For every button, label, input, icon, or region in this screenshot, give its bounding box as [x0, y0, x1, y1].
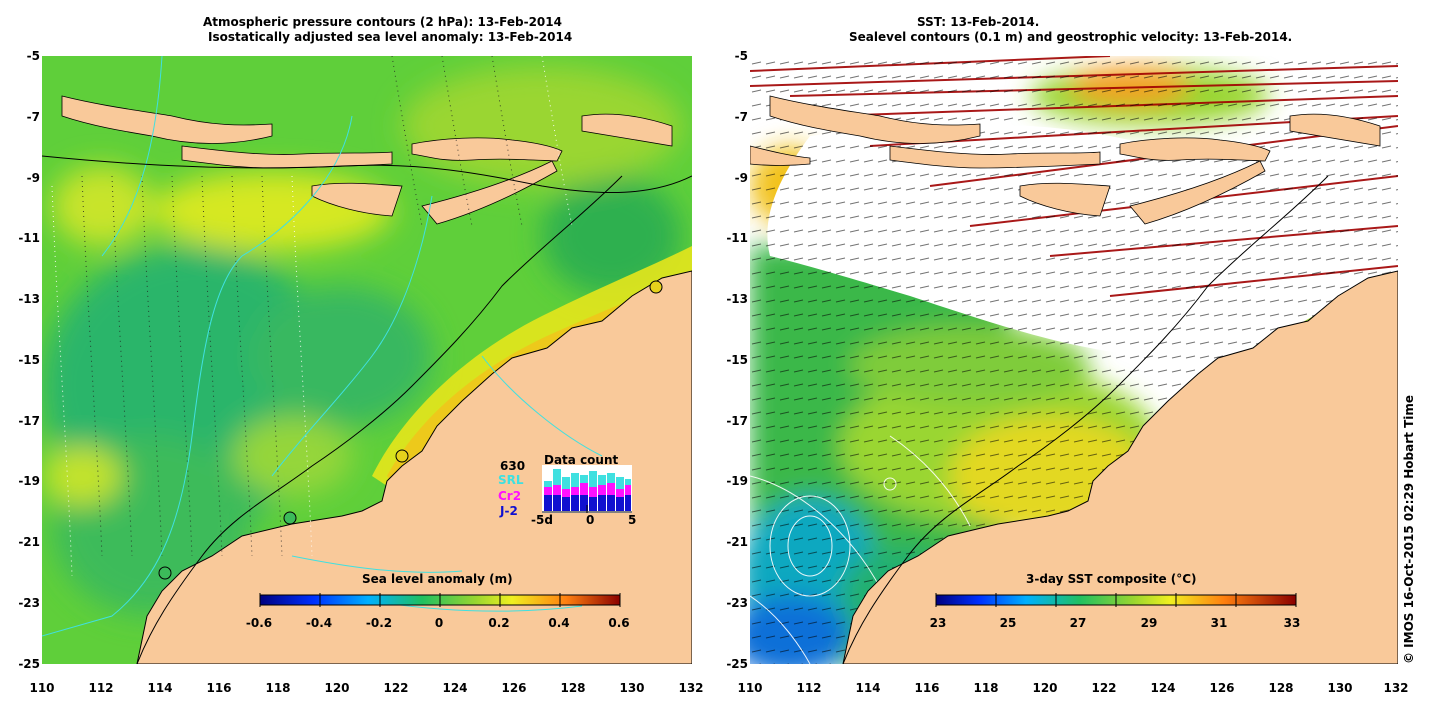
right-lon-tick: 116 — [914, 681, 940, 695]
right-cb-tick: 23 — [929, 616, 947, 630]
left-lon-tick: 128 — [560, 681, 586, 695]
satellite-j2-label: J-2 — [500, 504, 518, 518]
right-lon-tick: 132 — [1383, 681, 1409, 695]
right-cb-tick: 25 — [999, 616, 1017, 630]
sst-colorbar — [935, 593, 1297, 607]
satellite-cr2-label: Cr2 — [498, 489, 522, 503]
right-lon-tick: 124 — [1150, 681, 1176, 695]
data-point-circle — [158, 566, 172, 580]
right-lat-tick: -11 — [726, 231, 748, 245]
left-lon-tick: 114 — [147, 681, 173, 695]
left-lat-tick: -15 — [18, 353, 40, 367]
sea-level-anomaly-map — [42, 56, 692, 664]
right-title-line1: SST: 13-Feb-2014. — [917, 15, 1040, 29]
right-lat-tick: -25 — [726, 657, 748, 671]
right-lat-tick: -15 — [726, 353, 748, 367]
left-lat-tick: -19 — [18, 474, 40, 488]
data-count-total: 630 — [500, 459, 526, 473]
left-lat-tick: -9 — [26, 171, 40, 185]
left-lon-tick: 118 — [265, 681, 291, 695]
left-lat-tick: -11 — [18, 231, 40, 245]
left-lon-tick: 116 — [206, 681, 232, 695]
right-lon-tick: 122 — [1091, 681, 1117, 695]
data-point-circle — [395, 449, 409, 463]
right-lon-tick: 128 — [1268, 681, 1294, 695]
right-cb-tick: 31 — [1210, 616, 1228, 630]
satellite-srl-label: SRL — [498, 473, 524, 487]
left-lat-tick: -5 — [26, 49, 40, 63]
right-cb-tick: 33 — [1283, 616, 1301, 630]
left-cb-tick: -0.2 — [365, 616, 393, 630]
right-lon-tick: 112 — [796, 681, 822, 695]
right-lon-tick: 126 — [1209, 681, 1235, 695]
left-cb-tick: 0.4 — [548, 616, 570, 630]
right-lat-tick: -19 — [726, 474, 748, 488]
right-lat-tick: -17 — [726, 414, 748, 428]
right-lon-tick: 120 — [1032, 681, 1058, 695]
sea-level-colorbar — [259, 593, 621, 607]
right-lon-tick: 114 — [855, 681, 881, 695]
right-lat-tick: -5 — [734, 49, 748, 63]
right-colorbar-title: 3-day SST composite (°C) — [1026, 572, 1197, 586]
left-lat-tick: -17 — [18, 414, 40, 428]
right-lon-tick: 110 — [737, 681, 763, 695]
imos-credit: © IMOS 16-Oct-2015 02:29 Hobart Time — [1402, 394, 1416, 664]
data-point-circle — [649, 280, 663, 294]
left-cb-tick: -0.4 — [305, 616, 333, 630]
left-lat-tick: -21 — [18, 535, 40, 549]
left-lat-tick: -23 — [18, 596, 40, 610]
right-lat-tick: -7 — [734, 110, 748, 124]
right-lat-tick: -23 — [726, 596, 748, 610]
left-title-line2: Isostatically adjusted sea level anomaly… — [208, 30, 573, 44]
left-cb-tick: -0.6 — [245, 616, 273, 630]
right-lat-tick: -9 — [734, 171, 748, 185]
left-lon-tick: 130 — [619, 681, 645, 695]
left-lon-tick: 120 — [324, 681, 350, 695]
left-lat-tick: -25 — [18, 657, 40, 671]
left-lon-tick: 122 — [383, 681, 409, 695]
right-lon-tick: 130 — [1327, 681, 1353, 695]
data-count-axis-end: 5 — [628, 513, 637, 527]
left-cb-tick: 0.2 — [488, 616, 510, 630]
data-count-axis-mid: 0 — [586, 513, 595, 527]
left-lon-tick: 126 — [501, 681, 527, 695]
right-cb-tick: 29 — [1140, 616, 1158, 630]
right-title-line2: Sealevel contours (0.1 m) and geostrophi… — [849, 30, 1293, 44]
left-cb-tick: 0.6 — [608, 616, 630, 630]
left-lat-tick: -7 — [26, 110, 40, 124]
left-colorbar-title: Sea level anomaly (m) — [362, 572, 513, 586]
data-point-circle — [283, 511, 297, 525]
sst-map — [750, 56, 1398, 664]
left-cb-tick: 0 — [434, 616, 444, 630]
left-lon-tick: 124 — [442, 681, 468, 695]
left-title-line1: Atmospheric pressure contours (2 hPa): 1… — [203, 15, 562, 29]
left-lat-tick: -13 — [18, 292, 40, 306]
right-cb-tick: 27 — [1069, 616, 1087, 630]
right-lat-tick: -13 — [726, 292, 748, 306]
data-count-title: Data count — [544, 453, 619, 467]
left-lon-tick: 110 — [29, 681, 55, 695]
left-lon-tick: 132 — [678, 681, 704, 695]
right-lat-tick: -21 — [726, 535, 748, 549]
data-count-axis-start: -5d — [531, 513, 553, 527]
left-lon-tick: 112 — [88, 681, 114, 695]
data-count-histogram — [542, 465, 632, 513]
right-lon-tick: 118 — [973, 681, 999, 695]
